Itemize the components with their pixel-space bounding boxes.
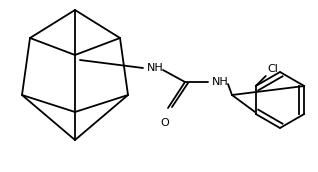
Text: Cl: Cl	[268, 64, 279, 74]
Text: NH: NH	[212, 77, 229, 87]
Text: O: O	[161, 118, 169, 128]
Text: NH: NH	[147, 63, 164, 73]
